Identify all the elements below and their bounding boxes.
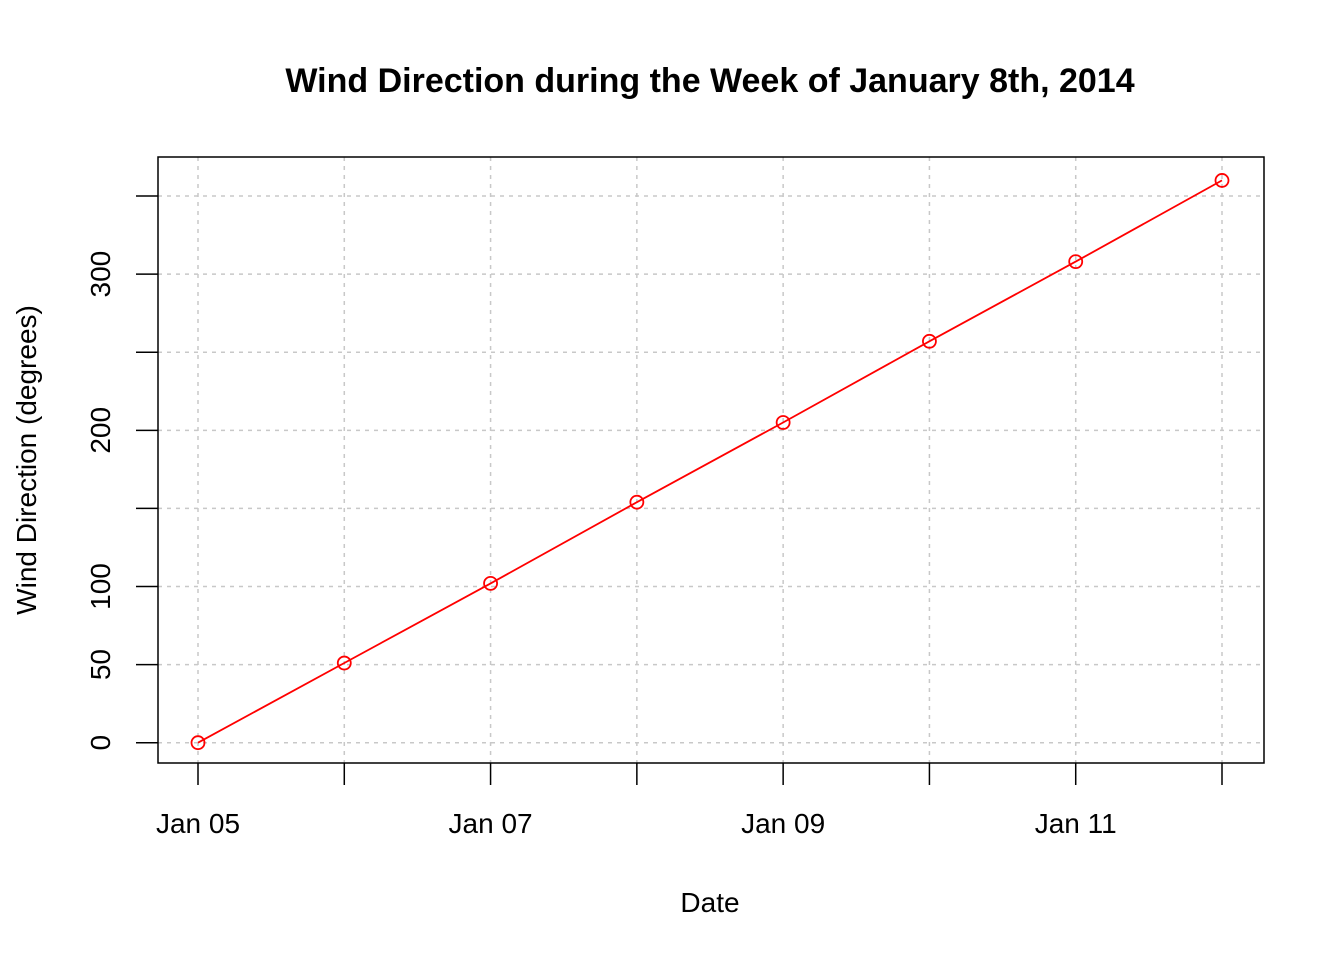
data-point [922, 333, 937, 349]
x-axis-label: Date [680, 887, 739, 918]
series-line [197, 179, 1223, 744]
data-point [190, 735, 206, 751]
y-tick-label: 0 [85, 735, 116, 751]
grid-layer [158, 157, 1264, 763]
y-tick-label: 50 [85, 649, 116, 680]
data-point [336, 655, 352, 671]
axis-layer: Jan 05 Jan 07 Jan 09 Jan 11 0 50 100 200 300 [85, 195, 1223, 839]
y-tick-label: 300 [85, 251, 116, 298]
data-point [483, 575, 498, 591]
y-axis-label: Wind Direction (degrees) [11, 305, 42, 615]
data-point [629, 494, 645, 510]
chart-title: Wind Direction during the Week of Januar… [285, 62, 1134, 100]
data-point [1068, 254, 1084, 270]
x-tick-label: Jan 09 [741, 808, 825, 839]
x-tick-label: Jan 05 [156, 808, 240, 839]
x-tick-label: Jan 11 [1035, 808, 1117, 839]
x-tick-label: Jan 07 [449, 808, 533, 839]
plot-area-frame [157, 156, 1265, 764]
data-layer [190, 173, 1230, 751]
data-point [1214, 173, 1230, 188]
data-point [775, 415, 791, 430]
y-tick-label: 100 [85, 563, 116, 610]
y-tick-label: 200 [85, 407, 116, 454]
